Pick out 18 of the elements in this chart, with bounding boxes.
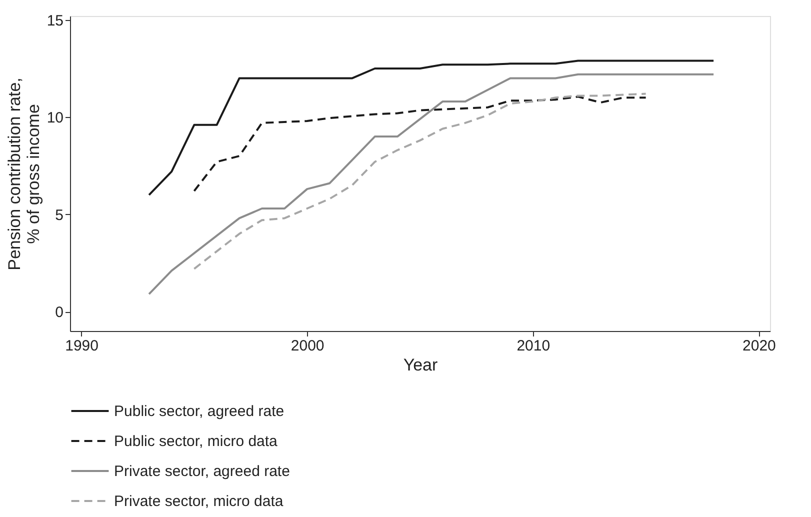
legend-label: Private sector, micro data (114, 493, 284, 510)
line-series (148, 73, 715, 296)
x-tick-label: 1990 (65, 338, 98, 354)
x-tick-label: 2000 (290, 338, 324, 354)
x-tick-label: 2010 (516, 338, 550, 354)
line-series (193, 96, 647, 192)
y-tick-label: 10 (46, 110, 64, 127)
line-series (148, 60, 715, 196)
line-series (193, 92, 647, 270)
y-axis-title: Pension contribution rate, % of gross income (4, 78, 43, 270)
x-axis-title: Year (403, 356, 438, 374)
x-tick-label: 2020 (742, 338, 776, 354)
legend-label: Public sector, agreed rate (114, 403, 284, 420)
legend-label: Private sector, agreed rate (114, 463, 290, 480)
y-tick-label: 15 (46, 12, 64, 30)
y-tick-label: 0 (55, 304, 64, 322)
legend-label: Public sector, micro data (114, 433, 278, 450)
y-tick-label: 5 (55, 206, 64, 224)
